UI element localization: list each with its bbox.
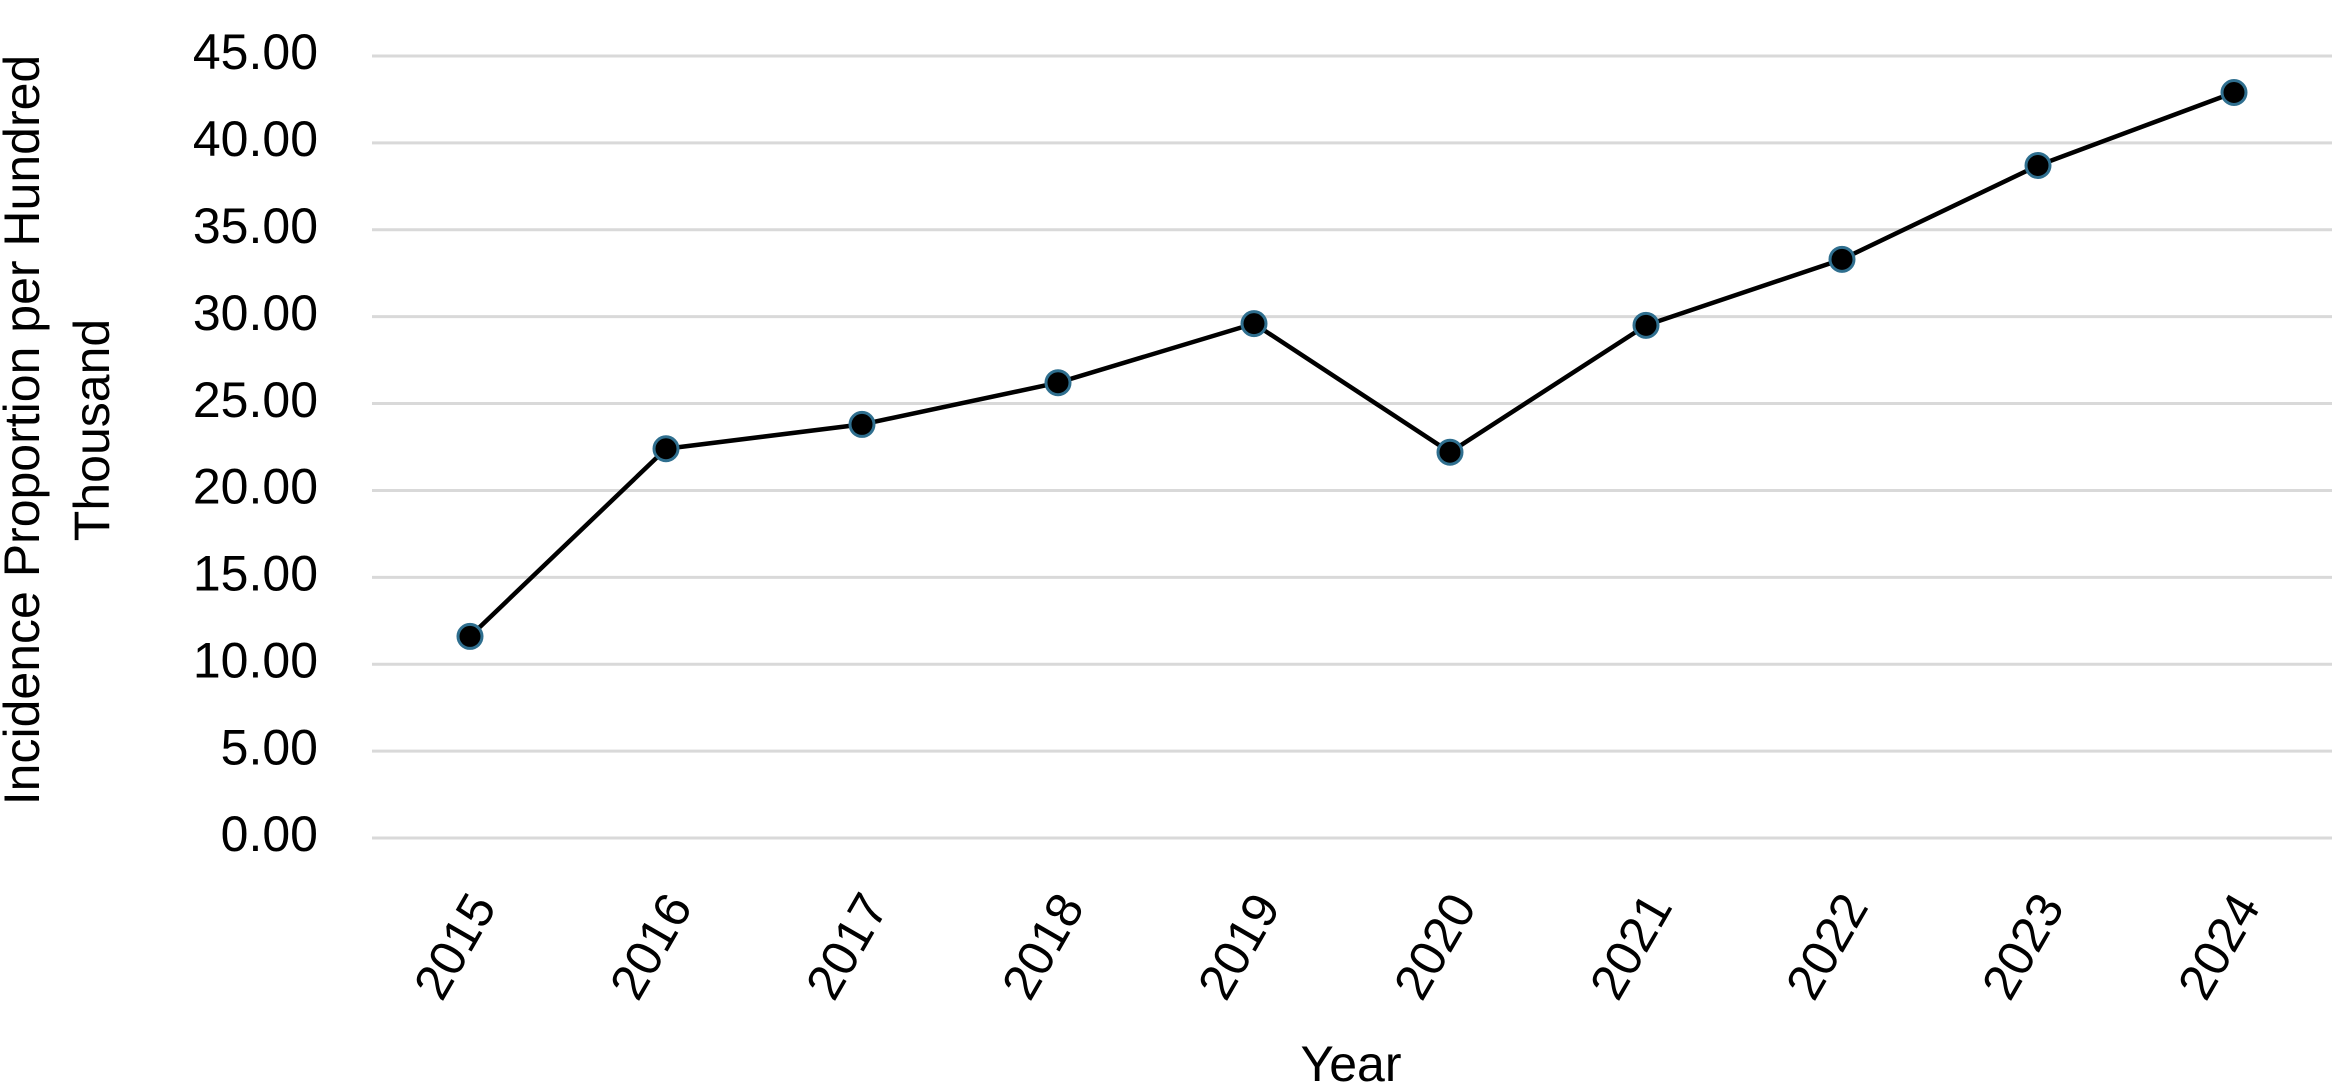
- line: [468, 90, 2235, 639]
- marker: [1240, 310, 1268, 338]
- x-tick-label: 2022: [1775, 884, 1879, 1008]
- marker: [2220, 78, 2248, 106]
- y-tick-label: 40.00: [193, 111, 318, 167]
- y-tick-label: 10.00: [193, 632, 318, 688]
- y-axis-title: Incidence Proportion per Hundred Thousan…: [0, 54, 120, 806]
- x-axis-title: Year: [1300, 1036, 1401, 1090]
- y-tick-label: 35.00: [193, 198, 318, 254]
- y-tick-label: 30.00: [193, 285, 318, 341]
- x-tick-label: 2017: [795, 884, 899, 1008]
- marker: [848, 410, 876, 438]
- x-tick-label: 2019: [1187, 884, 1291, 1008]
- marker: [1632, 311, 1660, 339]
- marker: [1828, 245, 1856, 273]
- x-tick-label: 2015: [403, 884, 507, 1008]
- marker: [1044, 369, 1072, 397]
- x-tick-label: 2023: [1971, 884, 2075, 1008]
- y-tick-label: 0.00: [221, 806, 318, 862]
- y-tick-label: 5.00: [221, 719, 318, 775]
- y-tick-label: 45.00: [193, 24, 318, 80]
- marker: [1436, 438, 1464, 466]
- x-tick-label: 2018: [991, 884, 1095, 1008]
- x-tick-label: 2021: [1579, 884, 1683, 1008]
- x-tick-label: 2024: [2167, 884, 2271, 1008]
- x-tick-label: 2016: [599, 884, 703, 1008]
- marker: [456, 622, 484, 650]
- x-tick-label: 2020: [1383, 884, 1487, 1008]
- y-tick-label: 25.00: [193, 372, 318, 428]
- y-tick-label: 15.00: [193, 546, 318, 602]
- marker: [652, 435, 680, 463]
- y-tick-label: 20.00: [193, 459, 318, 515]
- marker: [2024, 151, 2052, 179]
